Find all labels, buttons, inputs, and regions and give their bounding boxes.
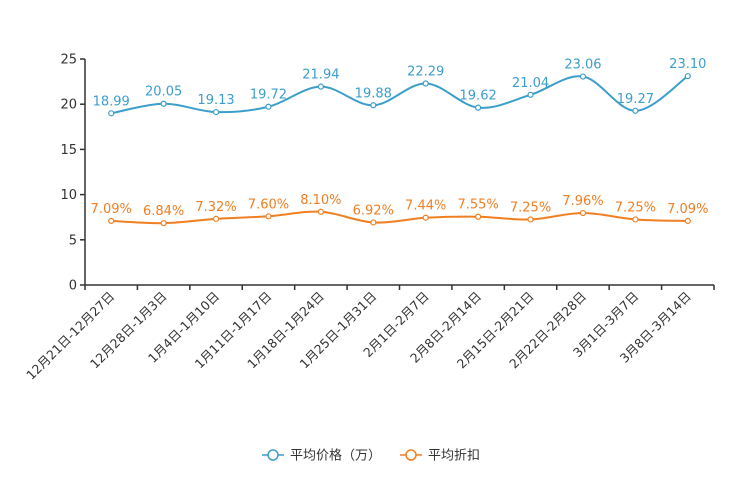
- data-point: [527, 216, 534, 223]
- data-label: 6.92%: [353, 203, 394, 218]
- x-tick-label: 12月21日-12月27日: [23, 289, 117, 383]
- data-point: [684, 73, 691, 80]
- legend-marker-icon: [405, 449, 417, 461]
- y-tick-label: 0: [69, 279, 77, 294]
- chart-legend[interactable]: 平均价格（万） 平均折扣: [262, 448, 480, 464]
- data-point: [475, 213, 482, 220]
- data-point: [475, 104, 482, 111]
- legend-label: 平均价格（万）: [290, 448, 381, 464]
- data-label: 23.06: [564, 58, 601, 73]
- data-point: [317, 208, 324, 215]
- data-label: 22.29: [407, 64, 444, 79]
- data-label: 19.27: [617, 92, 654, 107]
- legend-marker-icon: [267, 449, 279, 461]
- legend-item-0[interactable]: 平均价格（万）: [262, 448, 381, 464]
- data-point: [265, 103, 272, 110]
- data-label: 19.62: [460, 89, 497, 104]
- data-label: 23.10: [669, 57, 706, 72]
- data-label: 21.04: [512, 76, 549, 91]
- data-point: [212, 108, 220, 116]
- data-label: 19.72: [250, 88, 287, 103]
- y-tick-label: 20: [60, 98, 77, 113]
- data-label: 7.25%: [510, 200, 551, 215]
- data-point: [632, 216, 639, 223]
- data-labels: 18.99 20.05 19.13 19.72 21.94 19.88 22.29 19.62…: [91, 57, 709, 219]
- data-point: [422, 80, 429, 87]
- data-label: 7.09%: [667, 202, 708, 217]
- data-label: 20.05: [145, 85, 182, 100]
- data-point: [108, 110, 115, 117]
- data-label: 7.32%: [195, 200, 236, 215]
- data-label: 21.94: [302, 68, 339, 83]
- data-label: 19.88: [355, 86, 392, 101]
- data-label: 7.55%: [457, 198, 498, 213]
- data-point: [422, 214, 429, 221]
- data-label: 7.60%: [248, 197, 289, 212]
- data-point: [265, 213, 272, 220]
- data-point: [684, 217, 691, 225]
- y-tick-label: 25: [60, 53, 77, 68]
- y-tick-label: 5: [69, 233, 77, 248]
- data-point: [160, 100, 167, 107]
- y-tick-label: 15: [60, 143, 77, 158]
- data-label: 7.25%: [615, 200, 656, 215]
- data-point: [370, 102, 377, 109]
- data-label: 7.44%: [405, 199, 446, 214]
- data-point: [160, 220, 167, 227]
- legend-item-1[interactable]: 平均折扣: [400, 449, 480, 464]
- data-point: [579, 73, 587, 80]
- data-label: 6.84%: [143, 204, 184, 219]
- data-label: 19.13: [197, 93, 234, 108]
- data-label: 7.96%: [562, 194, 603, 209]
- data-point: [212, 215, 220, 222]
- data-point: [370, 219, 377, 226]
- series-points: [108, 73, 691, 227]
- data-point: [108, 217, 115, 225]
- data-label: 8.10%: [300, 193, 341, 208]
- data-point: [317, 83, 324, 90]
- data-point: [527, 91, 534, 98]
- data-point: [632, 107, 639, 114]
- y-tick-label: 10: [60, 188, 77, 203]
- legend-label: 平均折扣: [428, 449, 480, 464]
- data-label: 18.99: [93, 94, 130, 109]
- series-line-1: [111, 210, 688, 225]
- data-point: [579, 209, 587, 217]
- data-label: 7.09%: [91, 202, 132, 217]
